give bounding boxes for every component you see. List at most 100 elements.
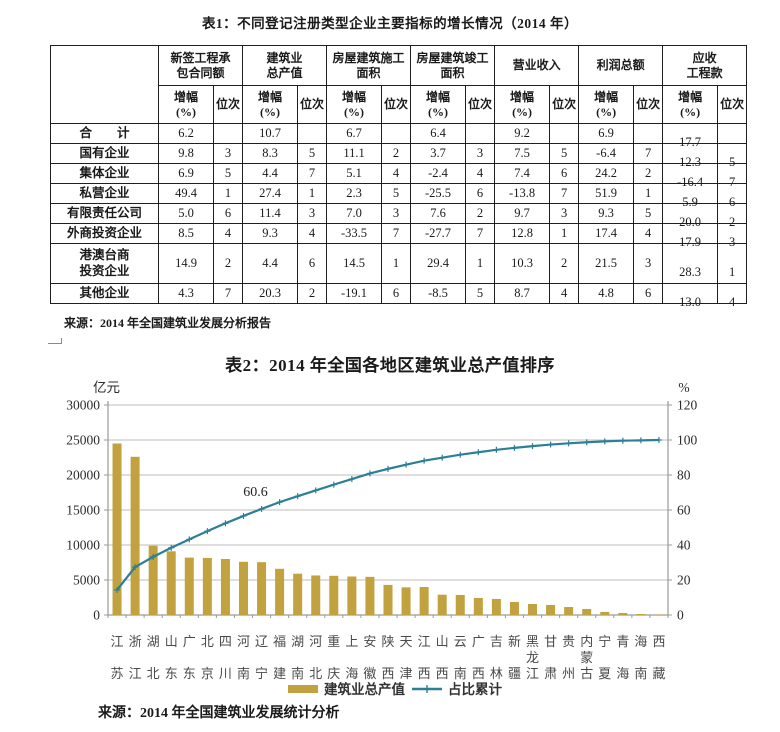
table-cell: 7.6 — [410, 203, 467, 224]
growth-subheader: 增幅 (%) — [326, 85, 383, 124]
x-label-char: 京 — [201, 666, 214, 681]
bar-浙江 — [130, 456, 140, 615]
table-cell: 6 — [212, 203, 244, 224]
bar-云南 — [455, 594, 465, 615]
table-cell: 5 — [717, 143, 748, 169]
table-cell: 27.4 — [242, 183, 299, 204]
x-label-char: 庆 — [327, 666, 340, 681]
row-label: 合 计 — [50, 123, 159, 144]
bar-福建 — [275, 568, 285, 615]
table-cell: -25.5 — [410, 183, 467, 204]
x-label-char: 贵 — [562, 634, 575, 649]
table-cell: 5 — [465, 283, 496, 304]
table-cell — [465, 123, 496, 144]
table-cell — [297, 123, 328, 144]
table-cell: 4 — [633, 223, 664, 244]
table-cell: -33.5 — [326, 223, 383, 244]
x-label-char: 江 — [418, 634, 431, 649]
x-label-char: 湖 — [147, 634, 160, 649]
bar-黑龙江 — [528, 604, 538, 615]
column-group-header: 营业收入 — [494, 45, 580, 86]
bar-湖北 — [148, 545, 158, 615]
table-cell: 4.4 — [242, 163, 299, 184]
table-cell — [212, 123, 244, 144]
row-label: 有限责任公司 — [50, 203, 159, 224]
x-label-char: 北 — [309, 666, 322, 681]
table-cell — [381, 123, 412, 144]
table-cell: 13.0 — [662, 283, 719, 309]
table-cell: 3 — [381, 203, 412, 224]
bar-湖南 — [293, 573, 303, 615]
bar-山西 — [437, 594, 447, 615]
table-cell: 3 — [633, 243, 664, 284]
x-label-char: 河 — [309, 634, 322, 649]
bar-海南 — [636, 614, 646, 615]
y-tick-label-right: 120 — [677, 398, 698, 413]
x-label-char: 川 — [219, 666, 232, 681]
table-cell: 6 — [381, 283, 412, 304]
table-cell: 5.9 — [662, 183, 719, 209]
table-row: 港澳台商 投资企业 14.9 2 4.4 6 14.5 1 29.4 1 10.3 2 21.5 3 28… — [50, 243, 748, 284]
table-cell: 3 — [465, 143, 496, 164]
x-label-char: 南 — [454, 666, 467, 681]
x-label-char: 蒙 — [580, 650, 593, 665]
table-cell: 9.7 — [494, 203, 551, 224]
x-label-char: 西 — [472, 666, 485, 681]
x-label-char: 东 — [165, 666, 178, 681]
y-tick-label-left: 25000 — [66, 433, 100, 448]
table-cell: 8.7 — [494, 283, 551, 304]
table-cell: 3.7 — [410, 143, 467, 164]
y-tick-label-right: 20 — [677, 573, 691, 588]
x-label-char: 南 — [634, 666, 647, 681]
table-cell: 1 — [633, 183, 664, 204]
table-cell: 4 — [297, 223, 328, 244]
row-label: 私营企业 — [50, 183, 159, 204]
table-cell: 3 — [549, 203, 580, 224]
x-label-char: 甘 — [544, 634, 557, 649]
bar-上海 — [347, 576, 357, 615]
table-cell: 1 — [549, 223, 580, 244]
table-cell: 2 — [212, 243, 244, 284]
table-cell: 17.7 — [662, 123, 719, 149]
legend-line-label: 占比累计 — [448, 681, 502, 697]
table-cell: 2 — [717, 203, 748, 229]
table-cell: 1 — [212, 183, 244, 204]
table-cell: 5 — [212, 163, 244, 184]
table1-title: 表1：不同登记注册类型企业主要指标的增长情况（2014 年） — [201, 16, 579, 31]
x-label-char: 黑 — [526, 634, 539, 649]
x-label-char: 苏 — [111, 666, 124, 681]
y-tick-label-left: 10000 — [66, 538, 100, 553]
column-group-header: 利润总额 — [578, 45, 664, 86]
table-cell: 17.4 — [578, 223, 635, 244]
bar-河南 — [238, 561, 248, 615]
table-cell: -13.8 — [494, 183, 551, 204]
table-cell: 3 — [212, 143, 244, 164]
row-label: 集体企业 — [50, 163, 159, 184]
table-cell: 7 — [465, 223, 496, 244]
table-cell: 6 — [633, 283, 664, 304]
x-label-char: 西 — [652, 634, 665, 649]
table-cell: 1 — [465, 243, 496, 284]
table-cell: 49.4 — [158, 183, 214, 204]
growth-subheader: 增幅 (%) — [494, 85, 551, 124]
table-cell: 5 — [633, 203, 664, 224]
table-cell: 4 — [381, 163, 412, 184]
table-row: 其他企业 4.3 7 20.3 2 -19.1 6 -8.5 5 8.7 4 4.8 6 13.0 4 — [50, 283, 748, 309]
bar-重庆 — [329, 575, 339, 615]
x-label-char: 南 — [237, 666, 250, 681]
table-cell: 7.4 — [494, 163, 551, 184]
x-label-char: 藏 — [652, 666, 665, 681]
table-row: 私营企业 49.4 1 27.4 1 2.3 5 -25.5 6 -13.8 7 51.9 1 5.9 6 — [50, 183, 748, 209]
growth-subheader: 增幅 (%) — [158, 85, 214, 124]
x-label-char: 山 — [165, 634, 178, 649]
cumulative-line — [116, 438, 659, 591]
x-label-char: 肃 — [544, 666, 557, 681]
table-cell: 11.1 — [326, 143, 383, 164]
table-cell: 10.3 — [494, 243, 551, 284]
rank-subheader: 位次 — [381, 85, 412, 124]
table-cell: 20.3 — [242, 283, 299, 304]
table-cell: 6 — [465, 183, 496, 204]
table-cell: 4 — [549, 283, 580, 304]
x-label-char: 东 — [183, 666, 196, 681]
